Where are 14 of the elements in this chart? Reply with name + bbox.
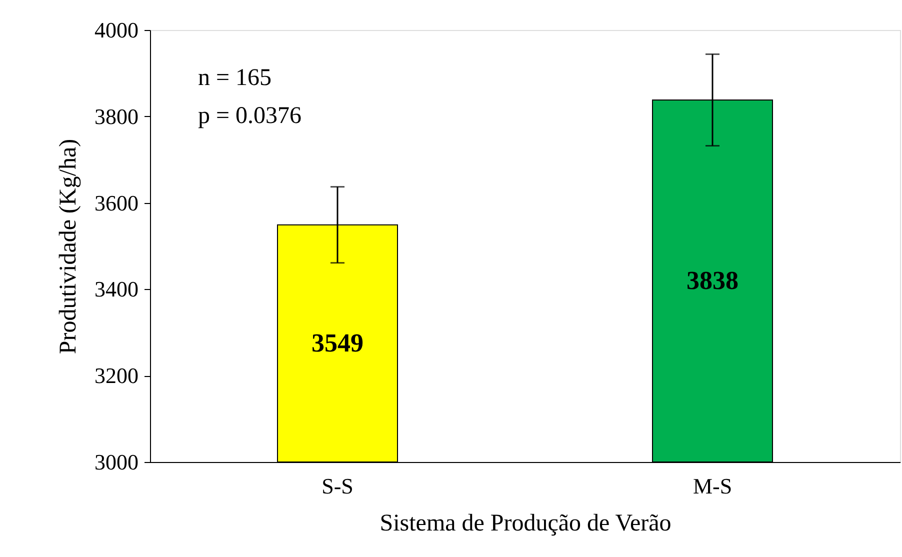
y-tick-label: 4000 — [94, 18, 138, 42]
data-label: 3549 — [312, 328, 364, 358]
y-axis-title: Produtividade (Kg/ha) — [56, 138, 82, 354]
x-tick-label: S-S — [322, 474, 354, 498]
y-tick-label: 3600 — [94, 190, 138, 216]
annotation: n = 165 — [198, 65, 272, 91]
annotation: p = 0.0376 — [198, 103, 302, 129]
y-tick-label: 3400 — [94, 276, 138, 302]
x-axis-title: Sistema de Produção de Verão — [380, 510, 672, 536]
y-tick-label: 3200 — [94, 363, 138, 388]
x-tick-label: M-S — [692, 474, 732, 498]
data-label: 3838 — [686, 266, 738, 295]
y-tick-label: 3800 — [94, 104, 138, 129]
y-tick-label: 3000 — [94, 450, 138, 474]
